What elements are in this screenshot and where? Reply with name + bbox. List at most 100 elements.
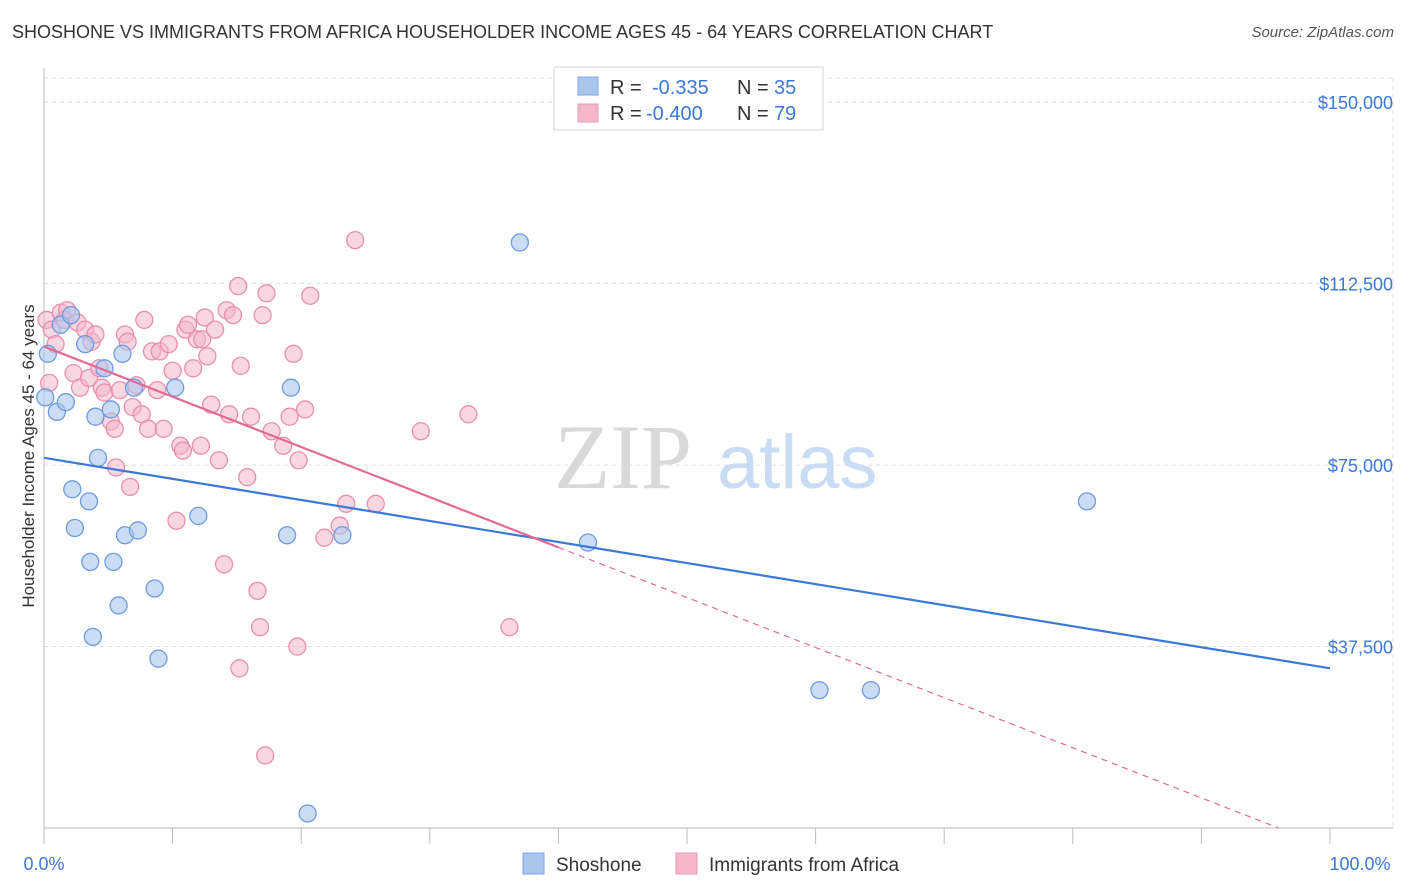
data-point-shoshone xyxy=(510,233,529,252)
data-point-immigrants-from-africa xyxy=(500,618,519,637)
data-point-immigrants-from-africa xyxy=(301,286,320,305)
data-point-immigrants-from-africa xyxy=(159,334,178,354)
legend-swatch-shoshone xyxy=(522,852,545,875)
data-point-immigrants-from-africa xyxy=(288,637,307,656)
data-point-immigrants-from-africa xyxy=(223,305,243,325)
data-point-shoshone xyxy=(56,393,76,412)
data-point-immigrants-from-africa xyxy=(315,528,334,547)
data-point-shoshone xyxy=(189,506,208,526)
data-point-shoshone xyxy=(810,680,829,700)
data-point-immigrants-from-africa xyxy=(195,308,214,327)
data-point-immigrants-from-africa xyxy=(238,468,257,487)
data-point-shoshone xyxy=(104,552,123,572)
y-tick-label: $75,000 xyxy=(1328,456,1393,476)
watermark-atlas: atlas xyxy=(717,420,878,505)
stats-legend-swatch-shoshone xyxy=(577,76,599,96)
data-point-shoshone xyxy=(166,378,185,397)
data-point-immigrants-from-africa xyxy=(459,405,478,424)
data-point-shoshone xyxy=(65,518,85,538)
data-point-shoshone xyxy=(109,596,128,615)
data-point-immigrants-from-africa xyxy=(193,330,212,349)
data-point-immigrants-from-africa xyxy=(121,477,140,497)
data-point-shoshone xyxy=(101,400,121,419)
stats-legend-n-value-2: 79 xyxy=(774,103,796,125)
stats-legend-n-label-1: N = xyxy=(737,77,769,99)
data-point-immigrants-from-africa xyxy=(295,400,315,419)
data-point-immigrants-from-africa xyxy=(173,441,193,460)
data-point-immigrants-from-africa xyxy=(346,230,365,250)
x-tick-label-start: 0.0% xyxy=(23,854,64,874)
legend-swatch-immigrants xyxy=(675,852,698,875)
stats-legend: R = -0.335 N = 35 R = -0.400 N = 79 xyxy=(553,66,824,131)
stats-legend-r-label-1: R = xyxy=(610,77,642,99)
data-point-immigrants-from-africa xyxy=(220,405,239,424)
data-point-immigrants-from-africa xyxy=(250,618,270,637)
data-point-shoshone xyxy=(861,680,881,700)
data-point-shoshone xyxy=(277,526,297,545)
y-axis-label: Householder Income Ages 45 - 64 years xyxy=(19,304,38,607)
stats-legend-box xyxy=(553,66,824,131)
data-point-shoshone xyxy=(36,388,55,407)
data-point-immigrants-from-africa xyxy=(209,451,229,470)
y-tick-label: $112,500 xyxy=(1319,275,1393,295)
data-point-shoshone xyxy=(61,305,81,325)
data-point-shoshone xyxy=(63,480,82,499)
data-point-immigrants-from-africa xyxy=(411,422,430,441)
stats-legend-r-value-2: -0.400 xyxy=(646,103,703,125)
data-point-immigrants-from-africa xyxy=(106,458,126,477)
y-tick-label: $150,000 xyxy=(1318,93,1393,113)
data-point-immigrants-from-africa xyxy=(184,359,203,378)
legend-label-shoshone: Shoshone xyxy=(556,855,642,876)
stats-legend-r-value-1: -0.335 xyxy=(652,77,709,99)
x-tick-label-end: 100.0% xyxy=(1329,854,1390,874)
data-point-immigrants-from-africa xyxy=(366,494,385,513)
data-point-immigrants-from-africa xyxy=(253,305,272,325)
y-tick-label: $37,500 xyxy=(1328,638,1393,658)
stats-legend-n-value-1: 35 xyxy=(774,77,796,99)
data-point-immigrants-from-africa xyxy=(257,284,276,303)
data-point-shoshone xyxy=(298,804,317,823)
data-point-immigrants-from-africa xyxy=(229,276,248,296)
data-point-immigrants-from-africa xyxy=(154,419,173,438)
data-point-shoshone xyxy=(281,378,301,397)
data-point-immigrants-from-africa xyxy=(178,315,198,334)
y-tick-labels: $37,500 $75,000 $112,500 $150,000 xyxy=(1318,93,1393,657)
data-point-shoshone xyxy=(76,334,95,354)
data-point-immigrants-from-africa xyxy=(95,383,114,402)
data-point-immigrants-from-africa xyxy=(284,344,303,363)
data-point-shoshone xyxy=(88,448,108,467)
chart-title: SHOSHONE VS IMMIGRANTS FROM AFRICA HOUSE… xyxy=(12,22,994,42)
data-point-shoshone xyxy=(113,344,132,363)
data-point-shoshone xyxy=(128,521,148,540)
data-point-immigrants-from-africa xyxy=(337,494,356,513)
data-point-shoshone xyxy=(145,579,164,598)
trend-line-shoshone xyxy=(43,456,1331,670)
watermark: ZIP atlas xyxy=(554,406,878,508)
data-point-immigrants-from-africa xyxy=(135,310,154,330)
data-point-shoshone xyxy=(86,407,105,426)
stats-legend-n-label-2: N = xyxy=(737,103,769,125)
stats-legend-r-label-2: R = xyxy=(610,103,642,125)
data-point-shoshone xyxy=(333,526,352,545)
data-point-immigrants-from-africa xyxy=(167,511,186,530)
data-point-immigrants-from-africa xyxy=(202,395,221,414)
data-point-immigrants-from-africa xyxy=(163,361,182,380)
data-point-shoshone xyxy=(83,627,103,647)
data-point-shoshone xyxy=(1077,492,1097,511)
stats-legend-swatch-immigrants xyxy=(577,103,599,123)
data-point-immigrants-from-africa xyxy=(198,347,217,366)
data-point-immigrants-from-africa xyxy=(205,320,225,339)
data-point-shoshone xyxy=(81,552,100,572)
series-legend: Shoshone Immigrants from Africa xyxy=(522,852,899,876)
data-point-immigrants-from-africa xyxy=(248,581,267,601)
data-point-immigrants-from-africa xyxy=(256,746,275,765)
trend-line-immigrants-from-africa xyxy=(43,345,559,549)
source-credit: Source: ZipAtlas.com xyxy=(1251,24,1394,41)
data-point-shoshone xyxy=(149,649,168,668)
data-point-immigrants-from-africa xyxy=(280,407,299,426)
legend-label-immigrants: Immigrants from Africa xyxy=(709,855,899,876)
data-point-immigrants-from-africa xyxy=(191,436,211,455)
data-point-immigrants-from-africa xyxy=(214,555,234,574)
data-point-immigrants-from-africa xyxy=(230,659,249,678)
